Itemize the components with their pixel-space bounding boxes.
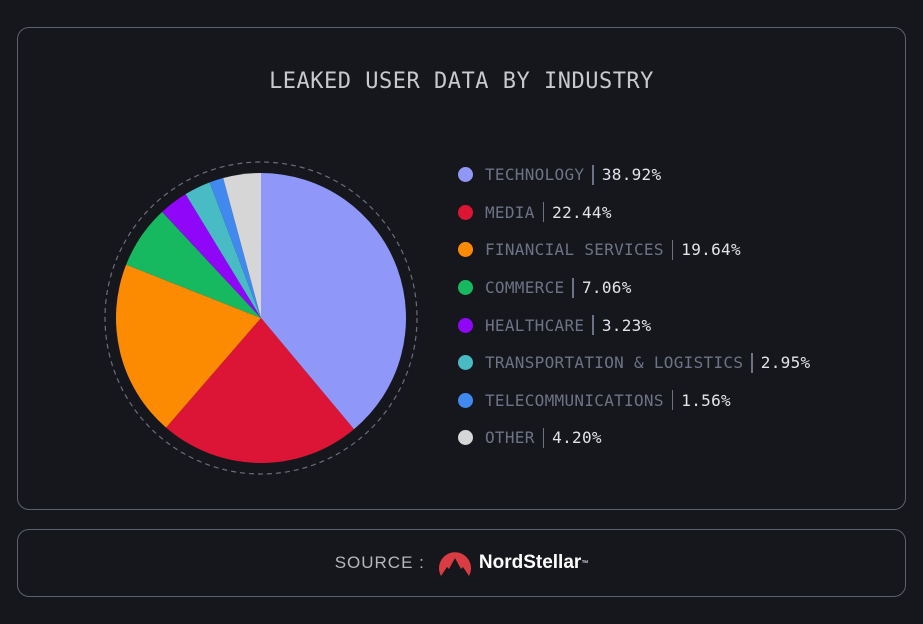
legend-divider: [671, 239, 674, 260]
chart-panel: LEAKED USER DATA BY INDUSTRY TECHNOLOGY 3…: [17, 27, 906, 510]
legend-item: TECHNOLOGY 38.92%: [458, 156, 810, 194]
legend-value: 2.95%: [760, 353, 811, 373]
pie-slice-healthcare: [162, 194, 261, 318]
legend-value: 7.06%: [581, 278, 632, 298]
pie-slice-commerce: [126, 211, 262, 318]
legend-label: COMMERCE: [485, 278, 565, 298]
pie-slice-other: [223, 173, 261, 318]
brand-name: NordStellar: [478, 552, 582, 573]
pie-outline-ring: [104, 161, 418, 475]
legend-divider: [592, 315, 594, 336]
legend-value: 3.23%: [601, 315, 652, 335]
legend-item: HEALTHCARE 3.23%: [458, 306, 810, 344]
legend-color-dot-icon: [458, 280, 473, 296]
pie-slice-transportation-logistics: [185, 182, 261, 318]
source-panel: SOURCE : NordStellar ™: [17, 529, 906, 597]
legend-color-dot-icon: [458, 430, 473, 446]
legend-value: 22.44%: [552, 202, 612, 222]
legend-color-dot-icon: [458, 167, 473, 183]
legend-divider: [542, 427, 545, 448]
legend-value: 38.92%: [601, 165, 662, 185]
trademark: ™: [581, 559, 589, 567]
legend-item: FINANCIAL SERVICES 19.64%: [458, 231, 810, 269]
legend-divider: [572, 277, 574, 298]
pie-slice-media: [166, 318, 354, 463]
legend-item: MEDIA 22.44%: [458, 194, 810, 232]
legend-label: TECHNOLOGY: [485, 165, 585, 185]
legend: TECHNOLOGY 38.92% MEDIA 22.44% FINANCIAL SER…: [458, 156, 810, 457]
legend-color-dot-icon: [458, 204, 473, 220]
legend-color-dot-icon: [458, 242, 473, 258]
legend-value: 1.56%: [681, 390, 731, 410]
legend-item: TRANSPORTATION & LOGISTICS 2.95%: [458, 344, 810, 382]
legend-divider: [592, 164, 594, 185]
legend-label: TRANSPORTATION & LOGISTICS: [485, 353, 744, 373]
chart-title: LEAKED USER DATA BY INDUSTRY: [269, 69, 654, 94]
pie-slice-telecommunications: [209, 178, 261, 318]
legend-label: HEALTHCARE: [485, 315, 585, 335]
legend-label: TELECOMMUNICATIONS: [485, 390, 664, 410]
pie-chart: [104, 161, 418, 475]
legend-value: 19.64%: [681, 240, 741, 260]
legend-color-dot-icon: [458, 355, 473, 371]
legend-item: COMMERCE 7.06%: [458, 269, 810, 307]
legend-label: OTHER: [485, 428, 535, 448]
pie-slice-financial-services: [115, 264, 261, 428]
legend-item: TELECOMMUNICATIONS 1.56%: [458, 382, 810, 420]
legend-value: 4.20%: [552, 428, 602, 448]
legend-label: MEDIA: [485, 202, 535, 222]
legend-color-dot-icon: [458, 317, 473, 333]
legend-divider: [751, 352, 753, 373]
source-label: SOURCE :: [334, 553, 425, 572]
legend-divider: [542, 202, 545, 223]
pie-slice-technology: [261, 173, 406, 430]
legend-item: OTHER 4.20%: [458, 419, 810, 457]
nordstellar-logo-icon: [438, 552, 471, 576]
legend-divider: [671, 390, 674, 411]
legend-label: FINANCIAL SERVICES: [485, 240, 664, 260]
legend-color-dot-icon: [458, 392, 473, 408]
